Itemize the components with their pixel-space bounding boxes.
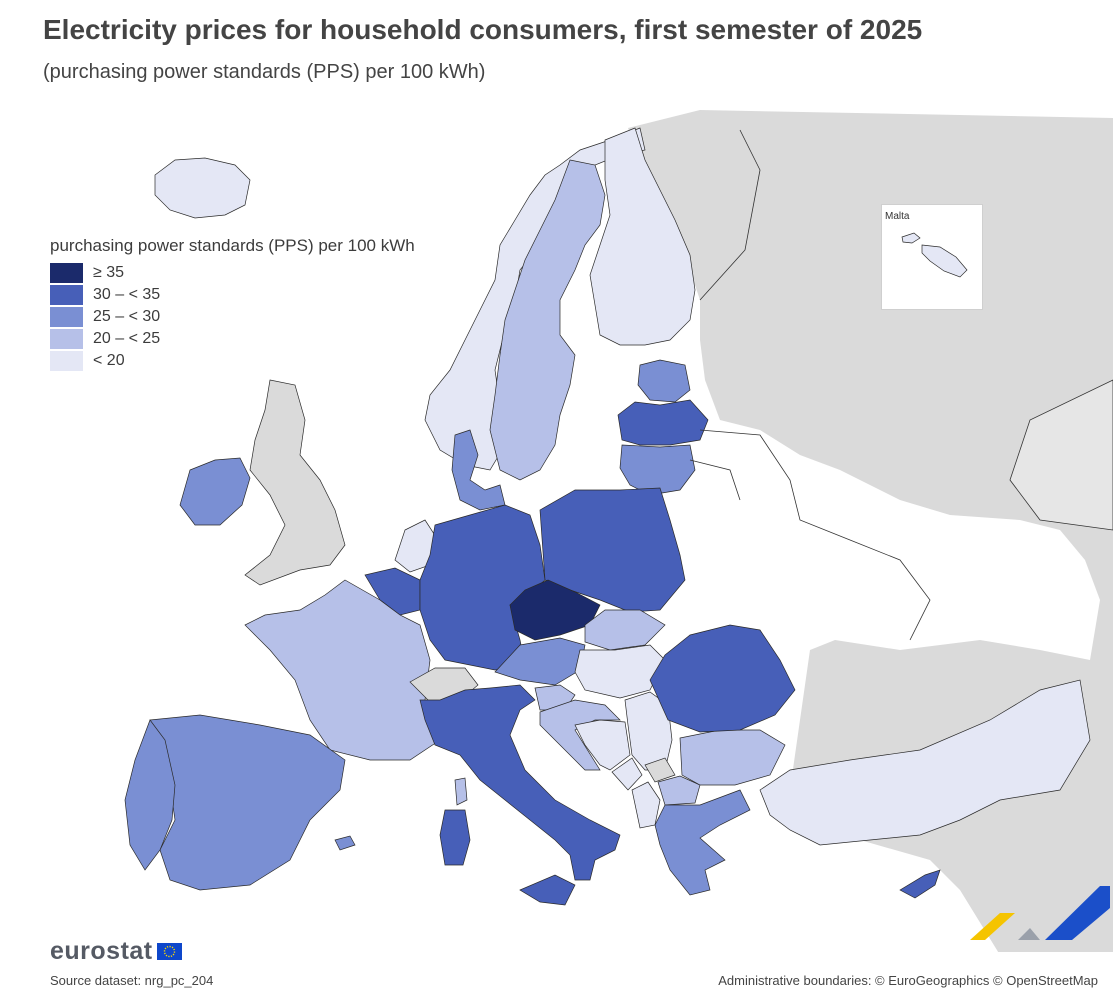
legend-swatch [50,307,83,327]
map-legend: purchasing power standards (PPS) per 100… [50,236,415,372]
region-portugal [124,719,176,871]
logo-text: eurostat [50,937,153,965]
region-romania [649,624,796,733]
legend-label: ≥ 35 [93,264,125,281]
region-finland [589,127,696,346]
legend-title: purchasing power standards (PPS) per 100… [50,236,415,255]
legend-swatch [50,285,83,305]
decorative-swoosh [970,886,1110,940]
region-greece [654,789,751,896]
region-bosnia [574,719,631,771]
region-albania [631,781,661,829]
legend-item: ≥ 35 [50,262,415,284]
legend-item: 25 – < 30 [50,306,415,328]
region-austria [494,637,586,686]
malta-inset: Malta [881,204,983,310]
eu-flag-icon [156,943,182,960]
region-montenegro [611,757,643,791]
legend-swatch [50,351,83,371]
region-croatia [539,699,621,771]
legend-label: 30 – < 35 [93,286,161,303]
legend-label: 20 – < 25 [93,330,161,347]
region-sweden [489,159,606,481]
legend-label: 25 – < 30 [93,308,161,325]
inset-label: Malta [885,211,910,222]
legend-item: 30 – < 35 [50,284,415,306]
region-czechia [509,579,601,641]
malta-map [901,232,968,278]
region-lithuania [619,444,696,496]
region-united-kingdom [244,379,346,586]
region-italy-sardinia [439,809,471,866]
region-latvia [617,399,709,446]
region-france-corsica [454,777,468,806]
region-spain-balearics [334,835,356,851]
region-malta-main [921,244,968,278]
boundaries-credit: Administrative boundaries: © EuroGeograp… [718,973,1098,988]
region-kosovo [644,757,676,783]
region-ireland [179,457,251,526]
region-estonia [637,359,691,403]
region-denmark [451,429,506,511]
region-italy-sicily [519,874,576,906]
legend-swatch [50,329,83,349]
legend-item: 20 – < 25 [50,328,415,350]
map-title: Electricity prices for household consume… [43,14,923,45]
region-iceland [154,157,251,219]
source-dataset: Source dataset: nrg_pc_204 [50,973,214,988]
eurostat-logo: eurostat [50,937,182,966]
region-cyprus [899,869,941,899]
region-turkiye [759,679,1091,846]
region-north-macedonia [657,775,701,806]
region-italy [419,684,621,881]
legend-item: < 20 [50,350,415,372]
map-subtitle: (purchasing power standards (PPS) per 10… [43,61,486,83]
region-malta-gozo [901,232,921,244]
legend-swatch [50,263,83,283]
region-hungary [574,644,666,699]
region-slovakia [584,609,666,651]
legend-label: < 20 [93,352,125,369]
region-france [244,579,441,761]
